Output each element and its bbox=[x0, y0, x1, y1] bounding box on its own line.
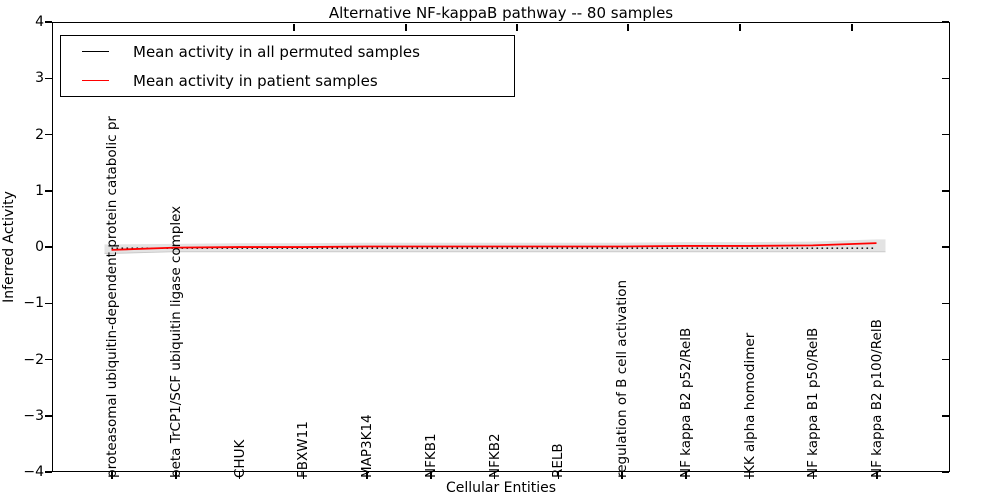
y-tick-right bbox=[942, 246, 949, 248]
x-tick-bottom bbox=[302, 472, 304, 479]
y-tick-left bbox=[45, 302, 52, 304]
x-tick-bottom bbox=[366, 472, 368, 479]
legend-line-patient-sample bbox=[82, 80, 109, 81]
x-tick-top bbox=[851, 23, 853, 31]
plot-area bbox=[52, 22, 950, 472]
y-tick-left bbox=[45, 246, 52, 248]
x-tick-label: IKK alpha homodimer bbox=[741, 332, 758, 478]
chart-title: Alternative NF-kappaB pathway -- 80 samp… bbox=[328, 4, 674, 22]
y-tick-label: −2 bbox=[23, 351, 44, 368]
x-tick-label: NF kappa B2 p52/RelB bbox=[677, 327, 694, 478]
y-tick-right bbox=[942, 190, 949, 192]
x-tick-label: MAP3K14 bbox=[359, 414, 375, 478]
y-tick-label: 2 bbox=[35, 126, 44, 143]
y-tick-label: −1 bbox=[23, 295, 44, 312]
x-tick-top bbox=[293, 23, 295, 31]
y-tick-label: −4 bbox=[23, 464, 44, 480]
y-tick-left bbox=[45, 415, 52, 417]
x-tick-label: NF kappa B2 p100/RelB bbox=[869, 319, 885, 478]
y-tick-right bbox=[942, 471, 949, 473]
legend: Mean activity in all permuted samples Me… bbox=[60, 35, 515, 97]
x-tick-top bbox=[739, 23, 741, 31]
x-tick-label: NF kappa B1 p50/RelB bbox=[805, 327, 822, 478]
legend-line-permuted-sample bbox=[82, 51, 109, 52]
x-tick-label: RELB bbox=[550, 443, 567, 478]
legend-label-patient: Mean activity in patient samples bbox=[133, 71, 378, 90]
x-tick-label: beta TrCP1/SCF ubiquitin ligase complex bbox=[167, 205, 184, 478]
y-tick-right bbox=[942, 358, 949, 361]
y-tick-right bbox=[942, 133, 949, 136]
legend-label-permuted: Mean activity in all permuted samples bbox=[133, 42, 420, 61]
x-tick-bottom bbox=[175, 472, 177, 479]
x-tick-bottom bbox=[812, 472, 814, 479]
x-tick-bottom bbox=[557, 472, 559, 479]
x-tick-bottom bbox=[493, 472, 496, 479]
y-tick-label: 1 bbox=[35, 182, 44, 199]
confidence-band-lower-edge bbox=[104, 251, 886, 254]
x-tick-bottom bbox=[876, 472, 878, 479]
legend-row-permuted: Mean activity in all permuted samples bbox=[82, 40, 514, 64]
x-tick-top bbox=[405, 23, 407, 31]
y-tick-left bbox=[45, 133, 52, 136]
x-tick-bottom bbox=[430, 472, 432, 479]
x-tick-label: NFKB2 bbox=[486, 433, 503, 478]
y-tick-label: 0 bbox=[35, 239, 44, 255]
x-tick-top bbox=[516, 23, 518, 31]
x-tick-label: FBXW11 bbox=[295, 421, 312, 478]
x-tick-bottom bbox=[111, 472, 113, 479]
x-tick-label: regulation of B cell activation bbox=[614, 279, 630, 478]
y-tick-label: 3 bbox=[35, 70, 44, 87]
y-tick-right bbox=[942, 302, 949, 304]
x-axis-label: Cellular Entities bbox=[445, 480, 557, 496]
y-tick-left bbox=[45, 77, 52, 79]
y-tick-label: 4 bbox=[35, 14, 44, 30]
y-tick-label: −3 bbox=[23, 407, 44, 424]
x-tick-label: proteasomal ubiquitin-dependent protein … bbox=[104, 116, 120, 478]
x-tick-bottom bbox=[685, 472, 687, 479]
y-tick-left bbox=[45, 21, 52, 23]
y-tick-right bbox=[942, 21, 949, 23]
legend-row-patient: Mean activity in patient samples bbox=[82, 69, 514, 93]
y-tick-left bbox=[45, 358, 52, 361]
series-line-patient bbox=[111, 242, 877, 251]
y-tick-right bbox=[942, 415, 949, 417]
plot-canvas bbox=[104, 239, 886, 254]
x-tick-bottom bbox=[621, 472, 623, 479]
x-tick-bottom bbox=[238, 472, 241, 479]
y-tick-left bbox=[45, 190, 52, 192]
y-tick-right bbox=[942, 77, 949, 79]
x-tick-label: NFKB1 bbox=[422, 433, 439, 478]
x-tick-bottom bbox=[748, 472, 751, 479]
x-tick-label: CHUK bbox=[231, 439, 248, 478]
x-tick-top bbox=[627, 23, 629, 31]
y-tick-left bbox=[45, 471, 52, 473]
